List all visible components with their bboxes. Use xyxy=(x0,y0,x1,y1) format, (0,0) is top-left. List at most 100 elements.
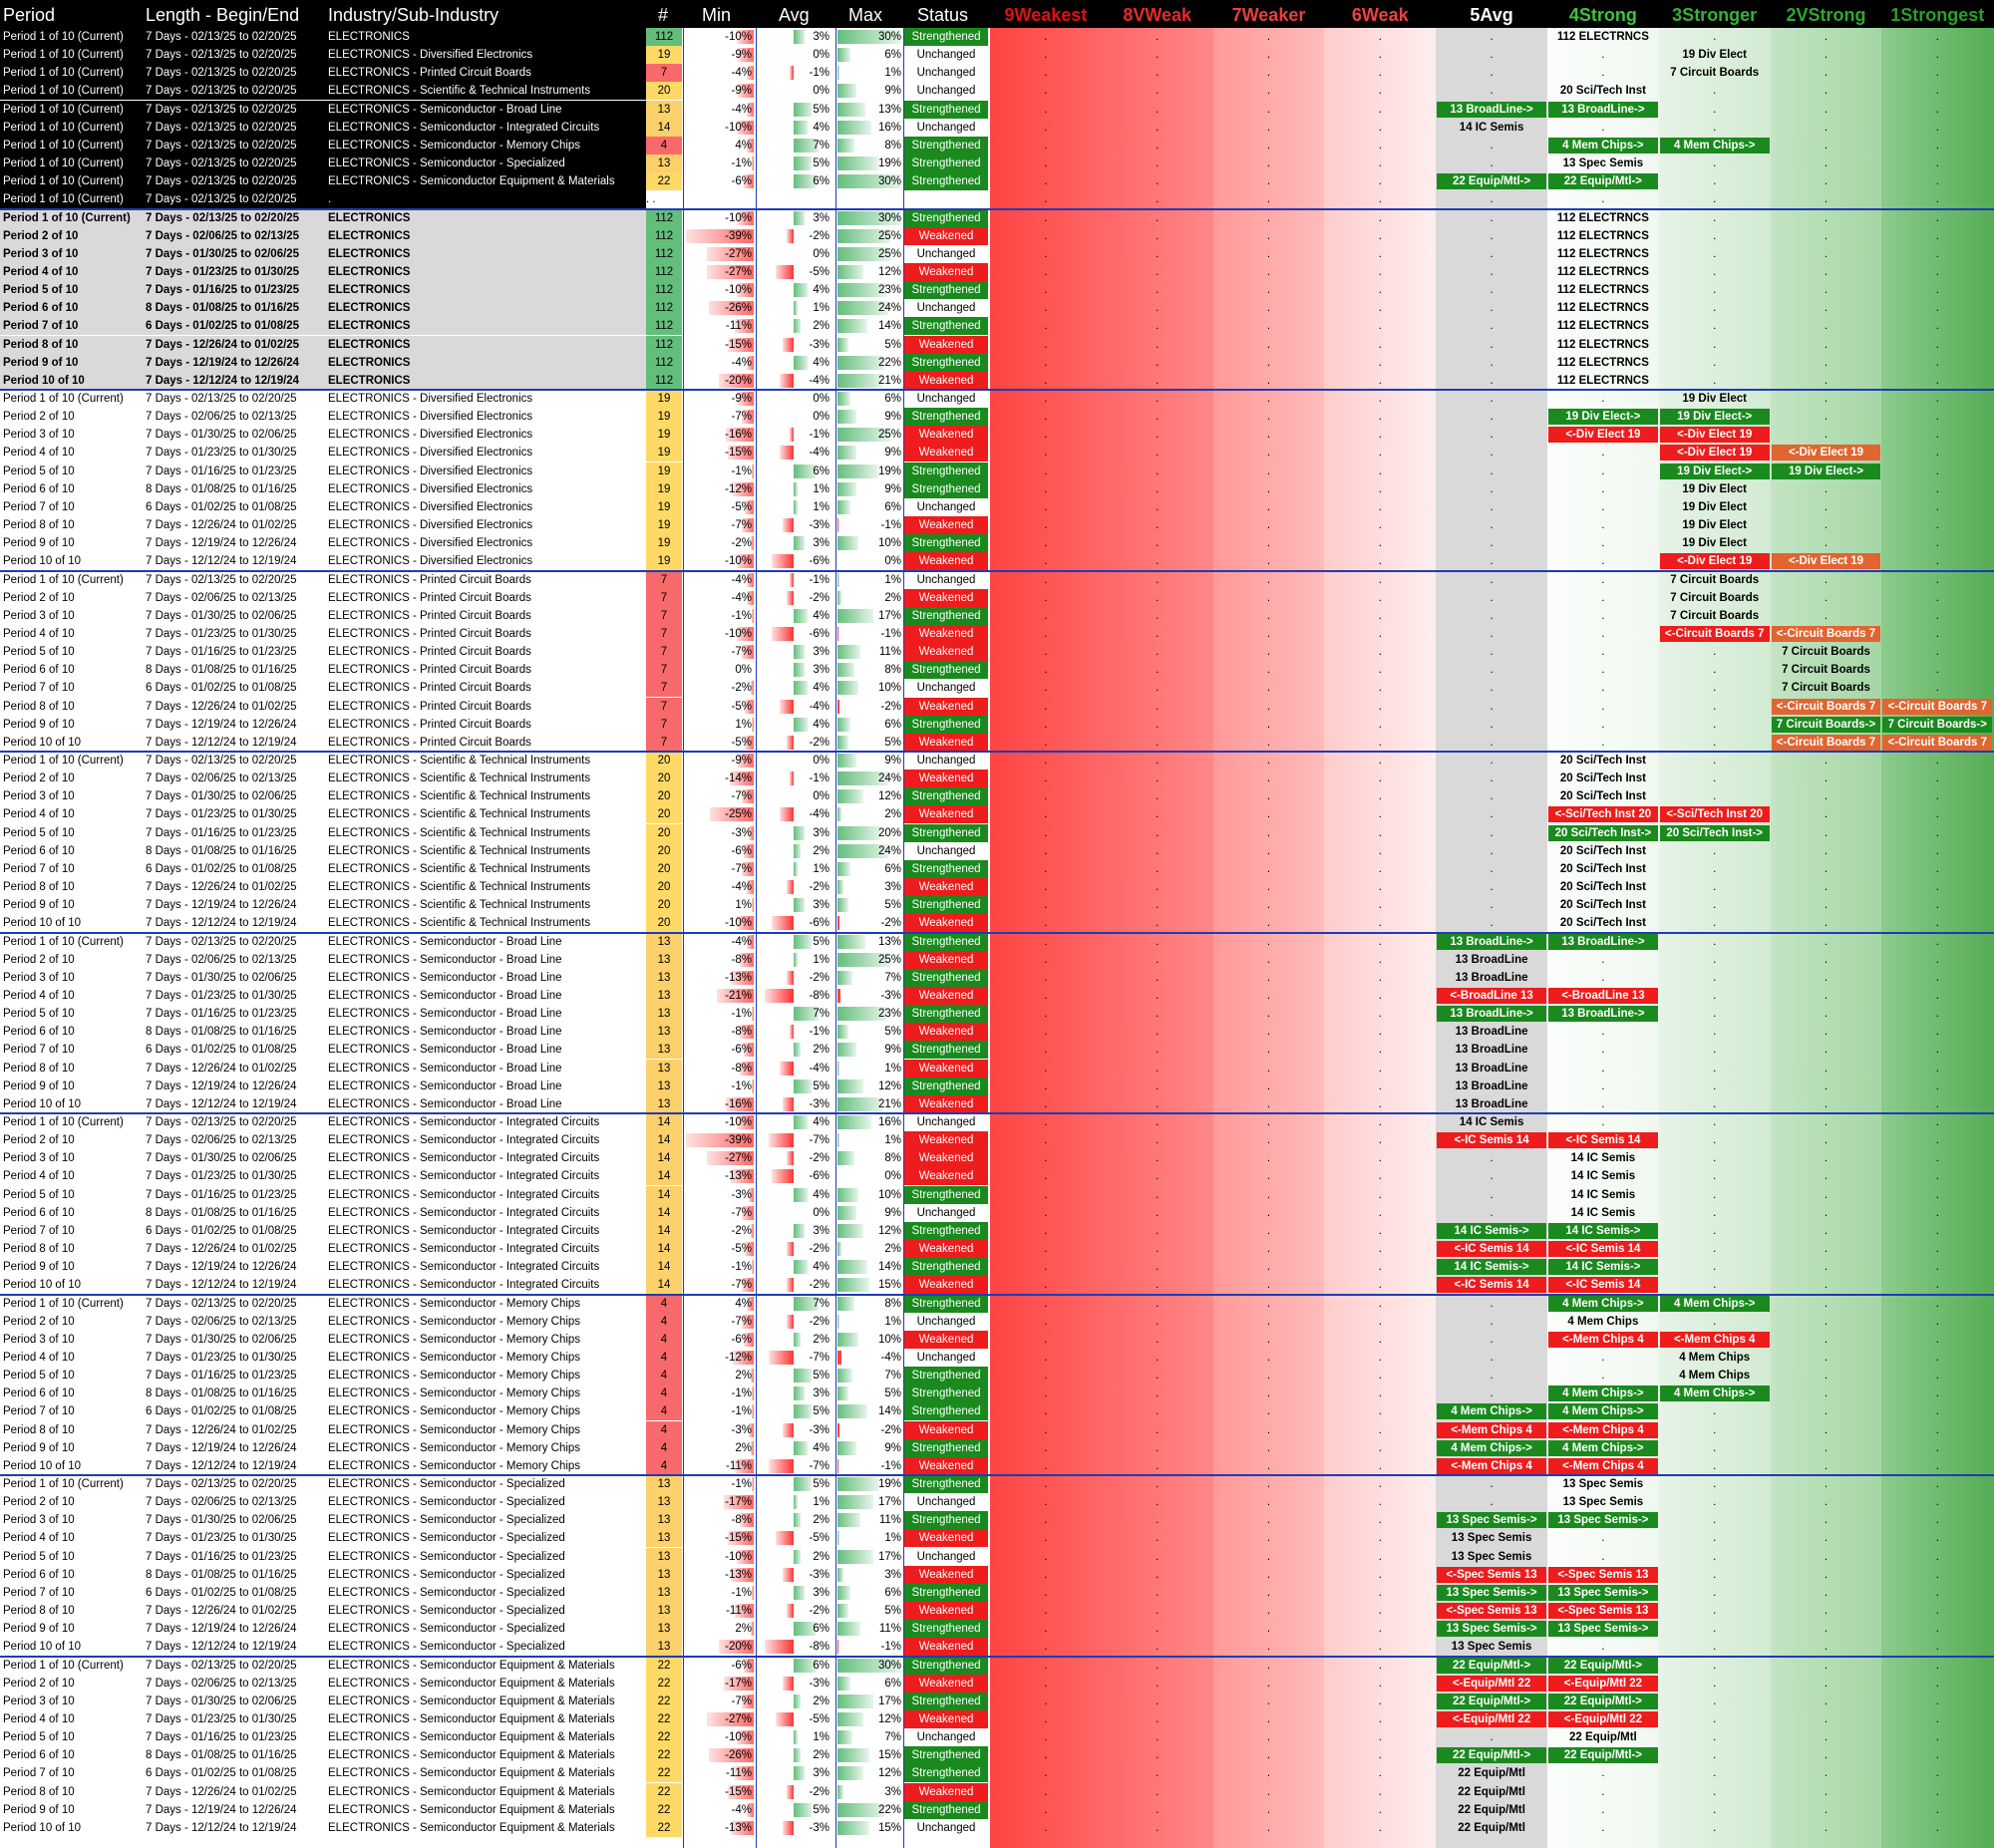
band-label[interactable]: 13 Spec Semis-> xyxy=(1548,1584,1658,1601)
band-label[interactable]: 14 IC Semis-> xyxy=(1548,1259,1658,1276)
band-label[interactable]: 7 Circuit Boards xyxy=(1670,591,1760,604)
header-band-5[interactable]: 5Avg xyxy=(1470,5,1513,25)
band-label[interactable]: 19 Div Elect xyxy=(1682,519,1747,532)
band-label[interactable]: 4 Mem Chips xyxy=(1679,1351,1751,1364)
table-row[interactable]: Period 9 of 10 7 Days - 12/19/24 to 12/26… xyxy=(0,896,1994,915)
band-label[interactable]: <-Equip/Mtl 22 xyxy=(1437,1675,1546,1692)
band-label[interactable]: 14 IC Semis xyxy=(1570,1152,1636,1165)
table-row[interactable]: Period 8 of 10 7 Days - 12/26/24 to 01/02… xyxy=(0,1240,1994,1259)
band-label[interactable]: 7 Circuit Boards-> xyxy=(1882,716,1993,733)
band-label[interactable]: <-Circuit Boards 7 xyxy=(1771,698,1881,715)
band-label[interactable]: 19 Div Elect xyxy=(1682,500,1747,513)
band-label[interactable]: <-Circuit Boards 7 xyxy=(1771,625,1881,642)
band-label[interactable]: 20 Sci/Tech Inst xyxy=(1559,917,1646,930)
table-row[interactable]: Period 8 of 10 7 Days - 12/26/24 to 01/02… xyxy=(0,697,1994,716)
band-label[interactable]: 22 Equip/Mtl xyxy=(1569,1731,1637,1744)
table-row[interactable]: Period 10 of 10 7 Days - 12/12/24 to 12/1… xyxy=(0,914,1994,933)
band-label[interactable]: 7 Circuit Boards xyxy=(1782,646,1870,659)
band-label[interactable]: 22 Equip/Mtl xyxy=(1458,1821,1525,1834)
band-label[interactable]: 13 Spec Semis xyxy=(1451,1641,1532,1654)
table-row[interactable]: Period 1 of 10 (Current) 7 Days - 02/13/2… xyxy=(0,64,1994,83)
band-label[interactable]: 7 Circuit Boards xyxy=(1670,609,1760,622)
table-row[interactable]: Period 1 of 10 (Current) 7 Days - 02/13/2… xyxy=(0,208,1994,227)
band-label[interactable]: 14 IC Semis-> xyxy=(1437,1222,1546,1239)
band-label[interactable]: 14 IC Semis-> xyxy=(1548,1222,1658,1239)
band-label[interactable]: 19 Div Elect xyxy=(1682,537,1747,550)
header-status[interactable]: Status xyxy=(917,5,969,25)
band-label[interactable]: 112 ELECTRNCS xyxy=(1556,374,1649,387)
band-label[interactable]: 4 Mem Chips-> xyxy=(1548,1439,1658,1456)
header-band-8[interactable]: 2VStrong xyxy=(1786,5,1866,25)
band-label[interactable]: 13 Spec Semis-> xyxy=(1548,1512,1658,1529)
band-label[interactable]: 20 Sci/Tech Inst-> xyxy=(1548,824,1658,841)
table-row[interactable]: Period 8 of 10 7 Days - 12/26/24 to 01/02… xyxy=(0,878,1994,897)
table-row[interactable]: Period 3 of 10 7 Days - 01/30/25 to 02/06… xyxy=(0,1330,1994,1349)
band-label[interactable]: 14 IC Semis xyxy=(1570,1170,1636,1183)
band-label[interactable]: 7 Circuit Boards xyxy=(1670,67,1760,80)
band-label[interactable]: 22 Equip/Mtl-> xyxy=(1548,173,1658,190)
band-label[interactable]: 13 Spec Semis-> xyxy=(1548,1621,1658,1638)
band-label[interactable]: <-Mem Chips 4 xyxy=(1548,1457,1658,1474)
band-label[interactable]: 4 Mem Chips-> xyxy=(1659,1386,1770,1402)
band-label[interactable]: <-Mem Chips 4 xyxy=(1437,1457,1546,1474)
header-band-9[interactable]: 1Strongest xyxy=(1890,5,1985,25)
band-label[interactable]: <-Circuit Boards 7 xyxy=(1882,734,1993,751)
header-band-6[interactable]: 4Strong xyxy=(1568,5,1637,25)
band-label[interactable]: 14 IC Semis xyxy=(1570,1206,1636,1219)
table-row[interactable]: Period 6 of 10 8 Days - 01/08/25 to 01/16… xyxy=(0,1203,1994,1222)
band-label[interactable]: 112 ELECTRNCS xyxy=(1556,265,1649,278)
table-row[interactable]: Period 5 of 10 7 Days - 01/16/25 to 01/23… xyxy=(0,1728,1994,1747)
band-label[interactable]: <-Div Elect 19 xyxy=(1771,445,1881,462)
band-label[interactable]: <-BroadLine 13 xyxy=(1548,987,1658,1004)
table-row[interactable]: Period 9 of 10 7 Days - 12/19/24 to 12/26… xyxy=(0,715,1994,734)
table-row[interactable]: Period 7 of 10 6 Days - 01/02/25 to 01/08… xyxy=(0,1764,1994,1783)
band-label[interactable]: <-Circuit Boards 7 xyxy=(1882,698,1993,715)
band-label[interactable]: 22 Equip/Mtl-> xyxy=(1437,1693,1546,1709)
table-row[interactable]: Period 9 of 10 7 Days - 12/19/24 to 12/26… xyxy=(0,1800,1994,1819)
header-band-7[interactable]: 3Stronger xyxy=(1672,5,1758,25)
band-label[interactable]: 4 Mem Chips-> xyxy=(1548,1386,1658,1402)
band-label[interactable]: 112 ELECTRNCS xyxy=(1556,302,1649,315)
table-row[interactable]: Period 9 of 10 7 Days - 12/19/24 to 12/26… xyxy=(0,534,1994,553)
band-label[interactable]: 13 BroadLine-> xyxy=(1437,101,1546,118)
table-row[interactable]: Period 7 of 10 6 Days - 01/02/25 to 01/08… xyxy=(0,1221,1994,1240)
band-label[interactable]: <-Spec Semis 13 xyxy=(1548,1566,1658,1583)
table-row[interactable]: Period 1 of 10 (Current) 7 Days - 02/13/2… xyxy=(0,172,1994,191)
table-row[interactable]: Period 8 of 10 7 Days - 12/26/24 to 01/02… xyxy=(0,1782,1994,1801)
band-label[interactable]: <-Sci/Tech Inst 20 xyxy=(1548,806,1658,823)
band-label[interactable]: 13 BroadLine xyxy=(1455,1097,1528,1110)
band-label[interactable]: 22 Equip/Mtl xyxy=(1458,1767,1525,1780)
table-row[interactable]: Period 7 of 10 6 Days - 01/02/25 to 01/08… xyxy=(0,859,1994,878)
table-row[interactable]: Period 3 of 10 7 Days - 01/30/25 to 02/06… xyxy=(0,244,1994,263)
table-row[interactable]: Period 4 of 10 7 Days - 01/23/25 to 01/30… xyxy=(0,1709,1994,1728)
table-row[interactable]: Period 3 of 10 7 Days - 01/30/25 to 02/06… xyxy=(0,606,1994,625)
band-label[interactable]: 19 Div Elect xyxy=(1682,482,1747,495)
band-label[interactable]: 112 ELECTRNCS xyxy=(1556,284,1649,297)
table-row[interactable]: Period 1 of 10 (Current) 7 Days - 02/13/2… xyxy=(0,1113,1994,1131)
header-period[interactable]: Period xyxy=(3,5,56,25)
band-label[interactable]: 13 BroadLine xyxy=(1455,1079,1528,1092)
band-label[interactable]: <-Circuit Boards 7 xyxy=(1771,734,1881,751)
band-label[interactable]: 20 Sci/Tech Inst xyxy=(1559,790,1646,803)
table-row[interactable]: Period 7 of 10 6 Days - 01/02/25 to 01/08… xyxy=(0,497,1994,516)
band-label[interactable]: <-Circuit Boards 7 xyxy=(1659,625,1770,642)
band-label[interactable]: <-IC Semis 14 xyxy=(1437,1241,1546,1258)
table-row[interactable]: Period 1 of 10 (Current) 7 Days - 02/13/2… xyxy=(0,752,1994,770)
table-row[interactable]: Period 2 of 10 7 Days - 02/06/25 to 02/13… xyxy=(0,1493,1994,1512)
band-label[interactable]: 112 ELECTRNCS xyxy=(1556,229,1649,242)
band-label[interactable]: 7 Circuit Boards xyxy=(1670,573,1760,586)
table-row[interactable]: Period 9 of 10 7 Days - 12/19/24 to 12/26… xyxy=(0,1258,1994,1277)
table-row[interactable]: Period 5 of 10 7 Days - 01/16/25 to 01/23… xyxy=(0,823,1994,842)
band-label[interactable]: 4 Mem Chips xyxy=(1567,1315,1639,1328)
band-label[interactable]: 13 BroadLine xyxy=(1455,1026,1528,1039)
band-label[interactable]: <-IC Semis 14 xyxy=(1548,1277,1658,1294)
band-label[interactable]: 22 Equip/Mtl xyxy=(1458,1785,1525,1798)
table-row[interactable]: Period 3 of 10 7 Days - 01/30/25 to 02/06… xyxy=(0,426,1994,445)
band-label[interactable]: 20 Sci/Tech Inst xyxy=(1559,862,1646,875)
header-count[interactable]: # xyxy=(658,5,669,25)
band-label[interactable]: 4 Mem Chips-> xyxy=(1548,1403,1658,1420)
header-min[interactable]: Min xyxy=(702,5,732,25)
table-row[interactable]: Period 1 of 10 (Current) 7 Days - 02/13/2… xyxy=(0,28,1994,46)
table-row[interactable]: Period 2 of 10 7 Days - 02/06/25 to 02/13… xyxy=(0,588,1994,607)
table-row[interactable]: Period 2 of 10 7 Days - 02/06/25 to 02/13… xyxy=(0,950,1994,969)
